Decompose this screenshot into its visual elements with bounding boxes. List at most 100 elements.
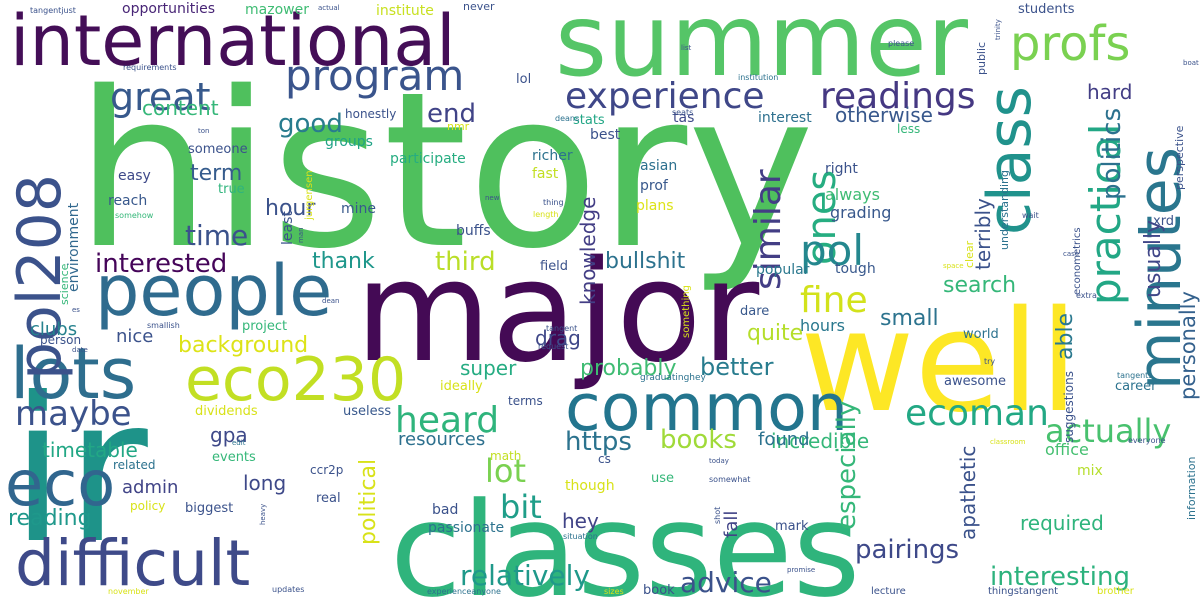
word-suggestions: suggestions [1062,371,1076,443]
word-nmr: nmr [447,120,470,133]
word-popular: popular [756,262,810,278]
word-program: program [285,51,464,100]
word-reach: reach [108,193,147,209]
word-awesome: awesome [944,374,1006,389]
word-relatively: relatively [460,559,590,592]
word-admin: admin [122,477,178,498]
word-small: small [880,306,939,331]
word-science: science [58,263,71,305]
word-terms: terms [508,394,543,408]
word-hey: hey [562,509,599,533]
word-real: real [316,491,341,506]
word-otherwise: otherwise [835,103,933,127]
word-hour: hour [265,196,316,221]
word-classroom: classroom [990,438,1026,446]
word-list: list [681,44,692,52]
word-opportunities: opportunities [122,1,215,17]
word-extra: extra [1076,291,1097,300]
word-perspective: perspective [1173,125,1186,190]
word-try: try [984,357,995,366]
word-smallish: smallish [147,321,180,330]
word-honestly: honestly [345,107,396,121]
word-date: date [72,346,88,354]
word-knowledge: knowledge [576,197,600,305]
word-shot: shot [713,507,722,524]
word-end: end [427,99,476,129]
word-practical: practical [1081,124,1130,305]
word-always: always [825,185,880,204]
word-content: content [142,96,219,120]
word-bit: bit [500,488,542,526]
word-super: super [460,356,517,380]
word-person: person [40,333,81,347]
word-drag: drag [535,326,581,350]
word-incredible: incredible [771,429,869,453]
word-something: something [681,285,692,338]
word-summer: summer [555,0,969,99]
word-difficult: difficult [15,527,250,600]
word-similar: similar [748,169,789,290]
word-buffs: buffs [456,223,491,239]
word-bullshit: bullshit [605,249,686,274]
word-events: events [212,450,256,465]
word-interesting: interesting [990,562,1130,592]
word-experience: experience [565,76,765,117]
word-timetable: timetable [42,438,138,462]
word-political: political [356,459,381,545]
word-mark: mark [775,519,809,534]
word-maybe: maybe [15,394,132,434]
word-prof: prof [640,178,669,194]
word-use: use [651,471,674,486]
word-pairings: pairings [855,535,959,565]
word-tangentjust: tangentjust [30,6,76,15]
word-asian: asian [640,158,677,174]
word-world: world [963,327,999,342]
word-ideally: ideally [440,379,483,394]
word-someone: someone [188,142,248,157]
word-dividends: dividends [195,404,258,419]
word-somewhat: somewhat [709,475,750,484]
word-found: found [758,429,810,450]
word-personally: personally [1176,291,1200,400]
word-deans: deans [555,114,579,123]
word-interest: interest [758,110,812,126]
word-bad: bad [432,502,458,518]
word-mine: mine [341,201,376,217]
word-please: please [888,39,914,48]
word-ecoman: ecoman [905,393,1049,434]
word-eco230: eco230 [185,345,406,415]
word-probably: probably [580,356,677,381]
word-econometrics: econometrics [1072,227,1083,295]
word-never: never [463,0,495,13]
word-hard: hard [1087,80,1133,104]
word-lol: lol [516,72,531,87]
word-dean: dean [322,297,339,305]
word-case: case [1063,250,1079,258]
word-readings: readings [820,76,976,117]
word-today: today [709,457,729,465]
word-great: great [110,75,210,119]
word-updates: updates [272,585,304,594]
word-lecture: lecture [871,586,906,597]
word-book: book [643,583,675,598]
word-well: well [800,281,1078,444]
word-books: books [660,425,737,455]
word-boat: boat [1183,59,1199,67]
word-wait: wait [1022,211,1039,220]
word-eco: eco [5,447,115,520]
word-stats: stats [573,113,605,128]
word-tough: tough [835,261,876,277]
word-length: length [533,210,559,219]
word-lot: lot [485,452,526,490]
word-useless: useless [343,404,391,419]
word-long: long [243,471,286,495]
word-resources: resources [398,429,485,450]
word-history: history [75,45,814,296]
word-heavy: heavy [259,504,267,525]
word-man: man [297,227,305,243]
word-fast: fast [532,166,559,182]
word-right: right [825,161,858,177]
word-usually: usually [1141,220,1166,298]
word-tangents: tangents [1117,371,1152,380]
word-though: though [565,478,615,494]
